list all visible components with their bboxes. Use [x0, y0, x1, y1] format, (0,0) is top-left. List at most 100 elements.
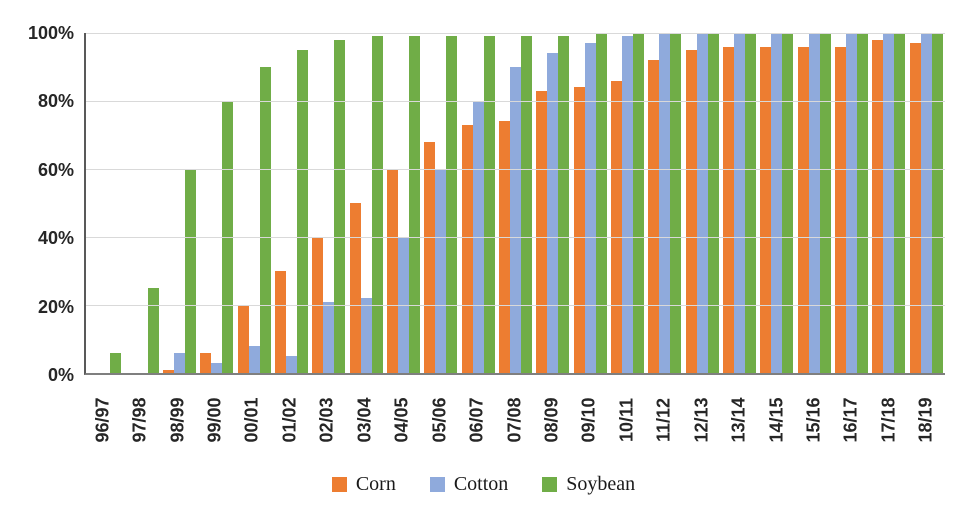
x-tick-cell-04/05: 04/05: [384, 379, 421, 461]
x-tick-label-05/06: 05/06: [429, 397, 450, 443]
x-tick-cell-17/18: 17/18: [870, 379, 907, 461]
x-tick-label-15/16: 15/16: [803, 397, 824, 443]
x-tick-label-14/15: 14/15: [766, 397, 787, 443]
x-tick-label-03/04: 03/04: [354, 397, 375, 443]
x-tick-cell-00/01: 00/01: [234, 379, 271, 461]
y-tick-label-20: 20%: [37, 296, 74, 317]
bar-group-07/08: [497, 33, 534, 373]
x-tick-label-18/19: 18/19: [915, 397, 936, 443]
gridline-60: [86, 169, 945, 170]
bar-group-10/11: [609, 33, 646, 373]
x-tick-label-10/11: 10/11: [616, 397, 637, 443]
x-tick-cell-11/12: 11/12: [646, 379, 683, 461]
bar-corn-17/18: [872, 39, 884, 373]
x-tick-cell-08/09: 08/09: [533, 379, 570, 461]
x-tick-cell-13/14: 13/14: [720, 379, 757, 461]
x-axis-labels: 96/97 97/98 98/99 99/00 00/01 01/02 02/03 03/04…: [84, 379, 945, 461]
x-tick-cell-02/03: 02/03: [309, 379, 346, 461]
bar-cotton-98/99: [173, 352, 185, 373]
bar-corn-01/02: [274, 271, 286, 373]
soybean-swatch-icon: [542, 477, 558, 492]
bar-soybean-03/04: [371, 36, 383, 373]
bar-corn-12/13: [685, 50, 697, 373]
x-tick-cell-03/04: 03/04: [346, 379, 383, 461]
bar-soybean-00/01: [259, 67, 271, 373]
bar-corn-00/01: [237, 305, 249, 373]
bar-soybean-14/15: [782, 33, 794, 373]
bar-group-97/98: [123, 33, 160, 373]
bar-soybean-04/05: [408, 36, 420, 373]
legend-item-soybean: Soybean: [542, 473, 635, 496]
bar-cotton-99/00: [211, 362, 223, 373]
corn-swatch-icon: [331, 477, 347, 492]
gridline-20: [86, 305, 945, 306]
x-tick-cell-12/13: 12/13: [683, 379, 720, 461]
bar-corn-09/10: [573, 87, 585, 373]
bar-group-00/01: [235, 33, 272, 373]
bar-cotton-00/01: [248, 345, 260, 373]
bar-corn-14/15: [760, 46, 772, 373]
bar-corn-07/08: [498, 121, 510, 373]
bar-corn-06/07: [461, 124, 473, 373]
x-tick-label-08/09: 08/09: [541, 397, 562, 443]
bar-cotton-01/02: [285, 356, 297, 373]
bar-group-08/09: [534, 33, 571, 373]
bar-cotton-12/13: [696, 33, 708, 373]
bar-corn-04/05: [386, 169, 398, 373]
plot-area: [84, 33, 945, 375]
legend-item-cotton: Cotton: [429, 473, 508, 496]
bar-cotton-18/19: [920, 33, 932, 373]
x-tick-label-17/18: 17/18: [878, 397, 899, 443]
bar-group-13/14: [721, 33, 758, 373]
x-tick-label-06/07: 06/07: [466, 397, 487, 443]
x-tick-cell-97/98: 97/98: [121, 379, 158, 461]
bar-group-01/02: [273, 33, 310, 373]
bar-cotton-13/14: [734, 33, 746, 373]
gridline-40: [86, 237, 945, 238]
bar-corn-10/11: [610, 80, 622, 373]
bar-cotton-03/04: [360, 298, 372, 373]
cotton-swatch-icon: [429, 477, 445, 492]
bar-soybean-10/11: [632, 33, 644, 373]
bar-corn-16/17: [835, 46, 847, 373]
x-tick-label-16/17: 16/17: [840, 397, 861, 443]
bar-soybean-11/12: [670, 33, 682, 373]
y-tick-label-0: 0%: [47, 365, 74, 385]
bar-corn-05/06: [424, 141, 436, 373]
x-tick-cell-09/10: 09/10: [571, 379, 608, 461]
bar-group-18/19: [908, 33, 945, 373]
bar-group-12/13: [684, 33, 721, 373]
bar-cotton-08/09: [547, 53, 559, 373]
bar-corn-11/12: [648, 60, 660, 373]
x-tick-cell-01/02: 01/02: [271, 379, 308, 461]
x-tick-cell-10/11: 10/11: [608, 379, 645, 461]
bar-group-02/03: [310, 33, 347, 373]
bar-group-03/04: [347, 33, 384, 373]
bar-corn-13/14: [723, 46, 735, 373]
x-tick-label-11/12: 11/12: [653, 397, 674, 443]
x-tick-cell-05/06: 05/06: [421, 379, 458, 461]
y-tick-label-100: 100%: [27, 23, 74, 43]
bar-corn-98/99: [162, 369, 174, 373]
bar-soybean-97/98: [147, 288, 159, 373]
x-tick-label-96/97: 96/97: [92, 397, 113, 443]
gridline-80: [86, 101, 945, 102]
x-tick-label-09/10: 09/10: [578, 397, 599, 443]
x-tick-cell-18/19: 18/19: [908, 379, 945, 461]
bar-group-11/12: [646, 33, 683, 373]
bar-soybean-15/16: [819, 33, 831, 373]
bar-group-17/18: [870, 33, 907, 373]
bar-soybean-12/13: [707, 33, 719, 373]
bar-cotton-05/06: [435, 169, 447, 373]
bar-cotton-07/08: [509, 67, 521, 373]
bar-cotton-16/17: [846, 33, 858, 373]
bar-corn-03/04: [349, 203, 361, 373]
bar-cotton-14/15: [771, 33, 783, 373]
gridline-100: [86, 33, 945, 34]
x-tick-label-13/14: 13/14: [728, 397, 749, 443]
bar-group-96/97: [86, 33, 123, 373]
bar-corn-18/19: [909, 43, 921, 373]
x-tick-label-02/03: 02/03: [316, 397, 337, 443]
bar-cotton-17/18: [883, 33, 895, 373]
